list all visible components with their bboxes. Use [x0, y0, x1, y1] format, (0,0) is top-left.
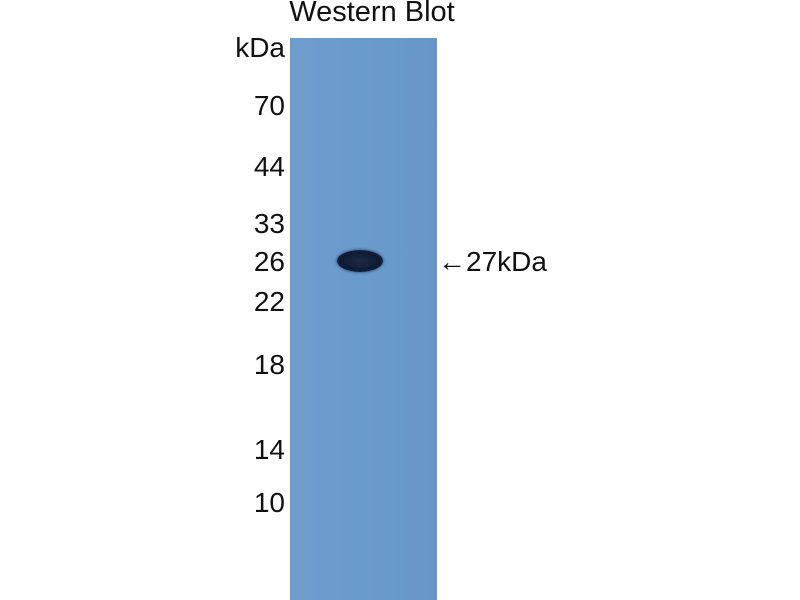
- marker-18: 18: [253, 349, 285, 380]
- unit-label: kDa: [235, 32, 285, 63]
- marker-70: 70: [253, 90, 285, 121]
- blot-lane: [290, 38, 437, 600]
- figure-title: Western Blot: [289, 0, 455, 28]
- marker-26: 26: [253, 246, 285, 277]
- marker-14: 14: [253, 434, 285, 465]
- band-annotation: ←27kDa: [438, 246, 547, 277]
- marker-33: 33: [253, 208, 285, 239]
- protein-band: [337, 250, 383, 272]
- marker-10: 10: [253, 487, 285, 518]
- marker-44: 44: [253, 151, 285, 182]
- marker-22: 22: [253, 286, 285, 317]
